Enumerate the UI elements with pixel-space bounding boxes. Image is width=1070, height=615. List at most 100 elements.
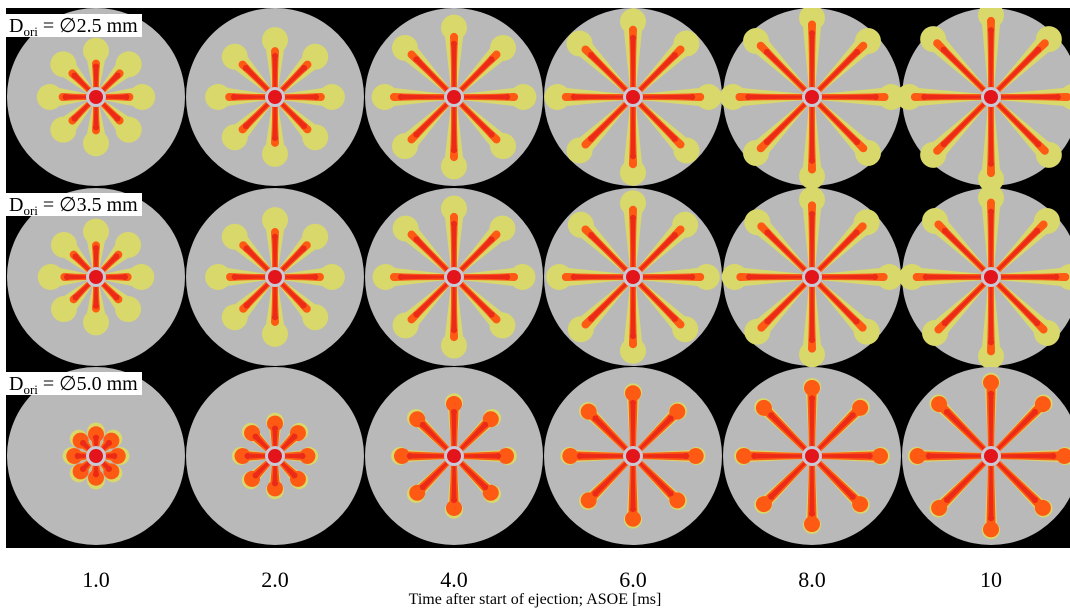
spray-image-r2-t3 [365, 188, 543, 366]
spray-image-r3-t6 [902, 367, 1070, 545]
dense-core-plume [397, 94, 446, 100]
dense-core-plume [592, 415, 629, 452]
spray-image-r3-t1 [7, 367, 185, 545]
dense-core-plume [816, 460, 856, 500]
spray-image-r1-t2 [186, 8, 364, 186]
dense-core-plume [419, 460, 450, 491]
row-label-3-symbol: D [9, 373, 24, 395]
dense-core-plume [272, 53, 278, 89]
dense-core-plume [630, 214, 636, 269]
dense-core-plume [283, 453, 306, 459]
row-label-1-symbol: D [9, 15, 24, 37]
dense-core-plume [988, 285, 994, 346]
dense-core-plume [588, 281, 629, 322]
dense-core-plume [637, 101, 678, 142]
dense-core-plume [279, 101, 308, 130]
axis-title: Time after start of ejection; ASOE [ms] [408, 591, 662, 608]
dense-core-plume [458, 281, 495, 318]
dense-core-plume [763, 101, 808, 146]
dense-core-plume [768, 460, 808, 500]
spray-image-r3-t2 [186, 367, 364, 545]
dense-core-plume [944, 409, 987, 452]
dense-core-plume [80, 460, 92, 472]
dense-core-plume [995, 46, 1042, 93]
dense-core-plume [104, 453, 118, 459]
time-label-5: 8.0 [798, 567, 826, 592]
dense-core-plume [988, 208, 994, 269]
dense-core-plume [64, 274, 88, 280]
dense-core-plume [570, 274, 625, 280]
dense-core-plume [809, 464, 815, 517]
dense-core-plume [988, 464, 994, 522]
dense-core-plume [922, 274, 983, 280]
nozzle-center [984, 90, 998, 104]
dense-core-plume [100, 281, 120, 301]
dense-core-plume [641, 94, 696, 100]
spray-image-r2-t2 [186, 188, 364, 366]
dense-core-plume [283, 94, 320, 100]
dense-core-plume [252, 460, 271, 479]
spray-image-r3-t5 [723, 367, 901, 545]
dense-core-plume [995, 409, 1038, 452]
dense-core-plume [279, 433, 298, 452]
dense-core-plume [104, 274, 128, 280]
dense-core-plume [80, 440, 92, 452]
nozzle-center [626, 449, 640, 463]
dense-core-plume [637, 460, 674, 497]
dense-core-plume [74, 453, 88, 459]
nozzle-center [268, 449, 282, 463]
dense-core-plume [764, 281, 808, 325]
dense-core-plume [413, 236, 450, 273]
dense-core-plume [746, 274, 804, 280]
dense-core-plume [458, 101, 495, 138]
nozzle-center [984, 270, 998, 284]
dense-core-plume [458, 460, 489, 491]
spray-image-r2-t1 [7, 188, 185, 366]
nozzle-center [89, 90, 103, 104]
time-label-2: 2.0 [261, 567, 289, 592]
spray-image-r2-t5 [721, 186, 903, 368]
dense-core-plume [816, 229, 860, 273]
dense-core-plume [242, 64, 271, 93]
time-label-1: 1.0 [82, 567, 110, 592]
dense-core-plume [630, 399, 636, 448]
dense-core-plume [451, 409, 457, 448]
dense-core-plume [764, 229, 808, 273]
dense-core-plume [72, 253, 92, 273]
spray-image-r1-t3 [365, 8, 543, 186]
spray-image-r3-t3 [365, 367, 543, 545]
dense-core-plume [637, 52, 678, 93]
dense-core-plume [588, 101, 629, 142]
spray-image-r1-t1 [7, 8, 185, 186]
dense-core-plume [988, 105, 994, 167]
dense-core-plume [995, 227, 1041, 273]
dense-core-plume [995, 281, 1041, 327]
spray-image-r1-t6 [896, 8, 1070, 192]
nozzle-center [805, 449, 819, 463]
dense-core-plume [588, 52, 629, 93]
spray-image-r2-t6 [898, 184, 1070, 370]
nozzle-center [447, 449, 461, 463]
row-label-2-subscript: ori [23, 203, 38, 218]
row-label-2-value: = ∅3.5 mm [37, 194, 138, 216]
spray-image-r1-t4 [544, 8, 722, 186]
row-label-1-subscript: ori [23, 24, 38, 39]
dense-core-plume [592, 460, 629, 497]
dense-core-plume [451, 285, 457, 334]
dense-core-plume [397, 274, 446, 280]
dense-core-plume [941, 281, 987, 327]
dense-core-plume [406, 453, 446, 459]
nozzle-center [268, 90, 282, 104]
time-label-4: 6.0 [619, 567, 647, 592]
dense-core-plume [925, 453, 983, 459]
dense-core-plume [462, 453, 502, 459]
time-label-3: 4.0 [440, 567, 468, 592]
nozzle-center [805, 270, 819, 284]
dense-core-plume [100, 460, 112, 472]
dense-core-plume [995, 101, 1042, 148]
dense-core-plume [988, 27, 994, 89]
dense-core-plume [809, 105, 815, 164]
dense-core-plume [104, 94, 130, 100]
dense-core-plume [244, 453, 267, 459]
dense-core-plume [999, 274, 1060, 280]
